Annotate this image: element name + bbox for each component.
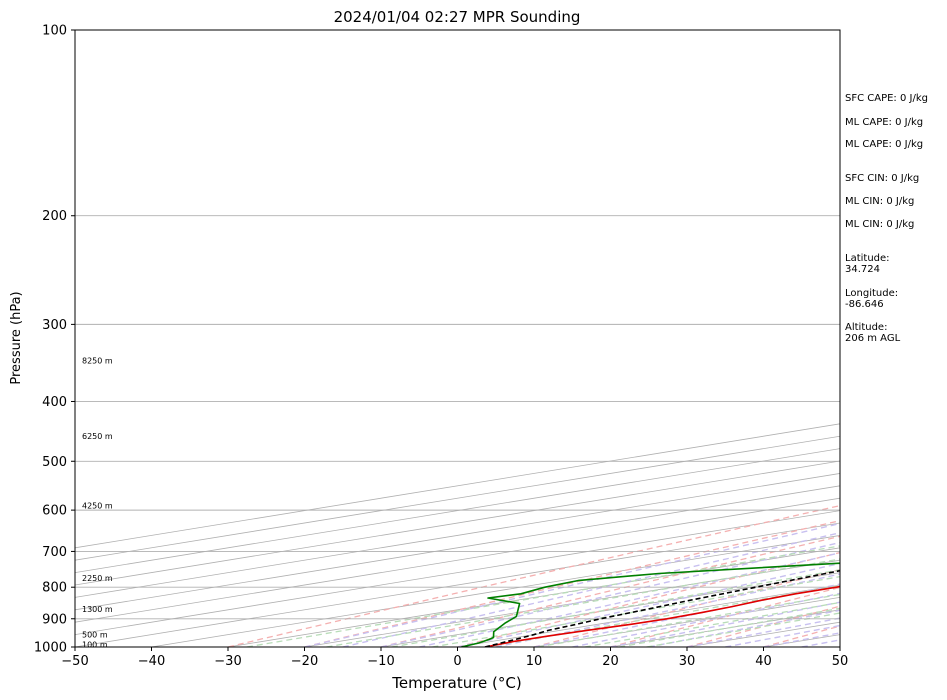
x-axis-ticks: −50 −40 −30 −20 −10 0 10 20 30 40 50 <box>61 647 848 669</box>
ml-cape-label-2: ML CAPE: 0 J/kg <box>845 139 924 150</box>
x-tick-label: 50 <box>832 654 849 669</box>
moist-adiabat-line <box>419 552 840 647</box>
y-tick-label: 200 <box>42 209 67 224</box>
dry-adiabat-line <box>380 535 840 647</box>
height-label: 4250 m <box>82 502 113 511</box>
height-label: 2250 m <box>82 574 113 583</box>
mixing-ratio-line <box>391 569 840 647</box>
latitude-label: Latitude: 34.724 <box>845 253 890 275</box>
ml-cin-label-2: ML CIN: 0 J/kg <box>845 219 915 230</box>
x-tick-label: 20 <box>602 654 619 669</box>
y-tick-label: 700 <box>42 545 67 560</box>
moist-adiabat-line <box>572 592 840 647</box>
dewpoint-profile <box>461 562 840 647</box>
isotherm-line <box>75 485 840 611</box>
moist-adiabat-line <box>457 562 840 647</box>
y-tick-label: 1000 <box>34 641 67 656</box>
x-tick-label: 40 <box>755 654 772 669</box>
y-tick-label: 600 <box>42 504 67 519</box>
chart-title: 2024/01/04 02:27 MPR Sounding <box>334 8 581 26</box>
sounding-profiles <box>461 562 840 647</box>
mixing-ratio-line <box>619 607 840 647</box>
height-label: 8250 m <box>82 356 113 365</box>
x-tick-label: 10 <box>526 654 543 669</box>
x-tick-label: −30 <box>214 654 241 669</box>
y-tick-label: 800 <box>42 581 67 596</box>
isotherm-line <box>75 435 840 561</box>
isotherm-line <box>75 522 840 647</box>
isotherm-line <box>75 497 840 623</box>
plot-frame <box>74 29 841 648</box>
ml-cin-label: ML CIN: 0 J/kg <box>845 196 915 207</box>
x-tick-label: 0 <box>453 654 461 669</box>
y-tick-label: 500 <box>42 455 67 470</box>
isotherm-line <box>151 535 840 647</box>
moist-adiabat-line <box>342 532 840 647</box>
parcel-path <box>484 569 840 647</box>
y-tick-label: 900 <box>42 612 67 627</box>
longitude-label: Longitude: -86.646 <box>845 288 899 310</box>
sfc-cin-label: SFC CIN: 0 J/kg <box>845 173 920 184</box>
isotherm-line <box>75 510 840 636</box>
isotherm-line <box>75 473 840 598</box>
isotherm-line <box>227 547 840 647</box>
height-label: 1300 m <box>82 605 113 614</box>
altitude-label: Altitude: 206 m AGL <box>845 322 901 344</box>
isotherm-line <box>75 460 840 586</box>
height-label: 100 m <box>82 640 108 649</box>
dry-adiabat-line <box>304 519 840 647</box>
dry-adiabat-line <box>227 504 840 647</box>
height-label: 6250 m <box>82 432 113 441</box>
background-lines <box>75 423 840 647</box>
x-tick-label: 30 <box>679 654 696 669</box>
ml-cape-label: ML CAPE: 0 J/kg <box>845 117 924 128</box>
x-tick-label: −20 <box>291 654 318 669</box>
isotherm-line <box>75 448 840 574</box>
isotherm-line <box>75 423 840 549</box>
sfc-cape-label: SFC CAPE: 0 J/kg <box>845 93 928 104</box>
dry-adiabat-line <box>610 586 840 647</box>
height-label: 500 m <box>82 631 108 640</box>
y-tick-label: 300 <box>42 318 67 333</box>
y-axis-ticks: 100 200 300 400 500 600 700 800 900 1000 <box>34 24 75 656</box>
pressure-gridlines <box>75 29 840 648</box>
moist-adiabat-line <box>495 573 840 647</box>
x-tick-label: −40 <box>138 654 165 669</box>
x-tick-label: −50 <box>61 654 88 669</box>
temperature-profile <box>484 585 840 647</box>
y-tick-label: 100 <box>42 24 67 39</box>
y-tick-label: 400 <box>42 395 67 410</box>
y-axis-label: Pressure (hPa) <box>9 291 24 384</box>
x-tick-label: −10 <box>367 654 394 669</box>
x-axis-label: Temperature (°C) <box>391 674 521 692</box>
